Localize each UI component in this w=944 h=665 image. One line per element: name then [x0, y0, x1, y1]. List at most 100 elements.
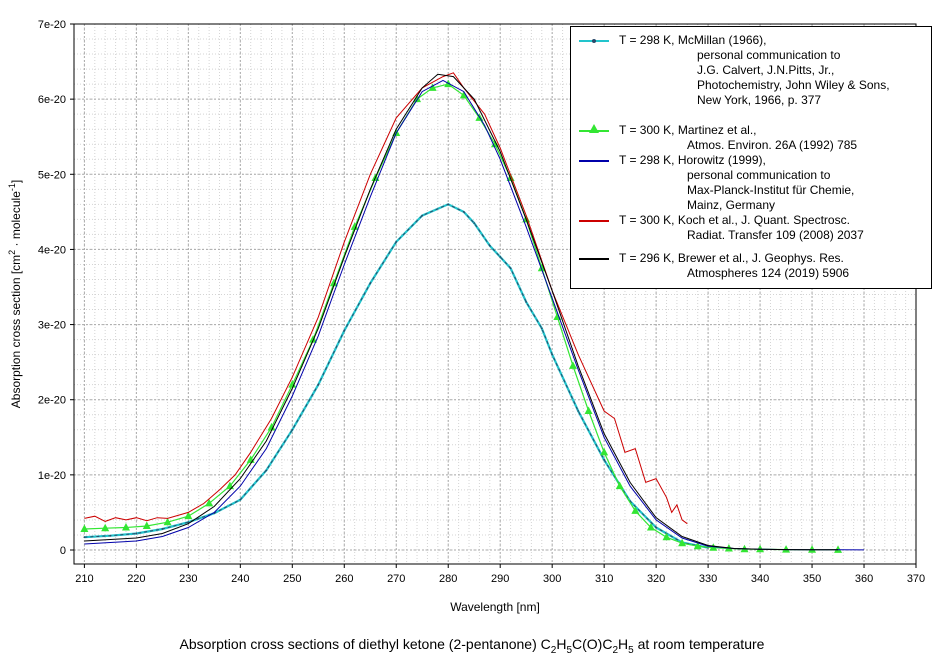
legend-label-line: T = 296 K, Brewer et al., J. Geophys. Re…	[619, 251, 844, 265]
data-point-mcmillan	[603, 458, 606, 461]
y-tick-label: 5e-20	[38, 169, 66, 181]
x-tick-label: 210	[75, 573, 93, 585]
data-point-mcmillan	[291, 428, 294, 431]
data-point-martinez	[428, 83, 437, 91]
x-tick-label: 270	[387, 573, 405, 585]
legend: T = 298 K, McMillan (1966), personal comm…	[570, 26, 932, 289]
data-point-mcmillan	[447, 203, 450, 206]
data-point-martinez	[350, 222, 359, 230]
dot-marker-icon	[592, 39, 596, 43]
legend-label-line: Photochemistry, John Wiley & Sons,	[697, 78, 890, 92]
data-point-mcmillan	[395, 241, 398, 243]
data-point-mcmillan	[83, 536, 86, 539]
data-point-mcmillan	[343, 329, 346, 332]
data-point-martinez	[101, 523, 110, 532]
data-point-martinez	[568, 361, 577, 369]
y-tick-label: 2e-20	[38, 395, 66, 407]
x-tick-label: 310	[595, 573, 613, 585]
data-point-mcmillan	[135, 532, 138, 535]
legend-label-line: Radiat. Transfer 109 (2008) 2037	[687, 228, 864, 242]
data-point-martinez	[142, 521, 151, 529]
data-point-martinez	[267, 423, 276, 431]
data-point-mcmillan	[488, 244, 491, 247]
data-point-martinez	[459, 90, 468, 99]
data-point-martinez	[808, 545, 817, 553]
data-point-mcmillan	[509, 267, 512, 270]
data-point-martinez	[121, 522, 130, 531]
data-point-mcmillan	[655, 526, 658, 529]
chart-title: Absorption cross sections of diethyl ket…	[179, 636, 765, 656]
x-tick-label: 350	[803, 573, 821, 585]
data-point-martinez	[600, 447, 609, 456]
legend-label-line: J.G. Calvert, J.N.Pitts, Jr.,	[697, 63, 835, 77]
legend-label-line: T = 298 K, Horowitz (1999),	[619, 153, 766, 167]
legend-label-line: Atmos. Environ. 26A (1992) 785	[687, 138, 858, 152]
data-point-martinez	[184, 511, 193, 520]
legend-label-line: Max-Planck-Institut für Chemie,	[687, 183, 855, 197]
data-point-mcmillan	[421, 214, 424, 217]
data-point-mcmillan	[551, 353, 554, 356]
data-point-martinez	[631, 506, 640, 514]
x-tick-label: 240	[231, 573, 249, 585]
data-point-martinez	[693, 541, 702, 550]
series-layer	[80, 72, 865, 553]
data-point-martinez	[309, 335, 318, 343]
y-tick-label: 3e-20	[38, 320, 66, 332]
legend-label-line: Atmospheres 124 (2019) 5906	[687, 266, 850, 280]
data-point-mcmillan	[499, 256, 502, 258]
x-tick-label: 320	[647, 573, 665, 585]
x-tick-label: 340	[751, 573, 769, 585]
legend-label-line: New York, 1966, p. 377	[697, 93, 822, 107]
y-tick-label: 4e-20	[38, 244, 66, 256]
series-line-brewer	[84, 73, 838, 551]
y-tick-label: 1e-20	[38, 470, 66, 482]
data-point-martinez	[413, 94, 422, 103]
data-point-mcmillan	[109, 534, 112, 537]
data-point-martinez	[678, 538, 687, 547]
x-tick-label: 330	[699, 573, 717, 585]
data-point-mcmillan	[369, 282, 372, 285]
data-point-martinez	[615, 481, 624, 490]
legend-label: T = 298 K, McMillan (1966), personal comm…	[619, 33, 890, 108]
data-point-mcmillan	[265, 469, 268, 472]
series-line-koch	[84, 72, 688, 525]
data-point-martinez	[662, 532, 671, 541]
data-point-mcmillan	[525, 301, 528, 303]
data-point-mcmillan	[161, 528, 164, 530]
x-tick-label: 290	[491, 573, 509, 585]
data-point-martinez	[782, 545, 791, 553]
x-tick-label: 250	[283, 573, 301, 585]
data-point-martinez	[646, 522, 655, 531]
legend-swatch	[579, 220, 609, 222]
data-point-martinez	[205, 498, 214, 507]
legend-label: T = 296 K, Brewer et al., J. Geophys. Re…	[619, 251, 849, 281]
x-tick-label: 300	[543, 573, 561, 585]
axis-ticks: 210 220 230 240 250 260 270 280 290 300 310 320 330 3…	[38, 19, 925, 585]
legend-label: T = 298 K, Horowitz (1999), personal comm…	[619, 153, 854, 213]
data-point-martinez	[537, 263, 546, 272]
legend-label-line: personal communication to	[697, 48, 841, 62]
x-tick-label: 280	[439, 573, 457, 585]
legend-label-line: T = 298 K, McMillan (1966),	[619, 33, 767, 47]
x-tick-label: 230	[179, 573, 197, 585]
legend-label: T = 300 K, Koch et al., J. Quant. Spectr…	[619, 213, 864, 243]
legend-label-line: T = 300 K, Koch et al., J. Quant. Spectr…	[619, 213, 850, 227]
y-tick-label: 0	[60, 545, 66, 557]
data-point-martinez	[329, 278, 338, 287]
legend-swatch	[579, 160, 609, 162]
data-point-mcmillan	[187, 521, 190, 524]
x-tick-label: 370	[907, 573, 925, 585]
triangle-marker-icon	[589, 124, 599, 133]
x-tick-label: 260	[335, 573, 353, 585]
y-tick-label: 6e-20	[38, 94, 66, 106]
x-tick-label: 360	[855, 573, 873, 585]
data-point-martinez	[163, 517, 172, 526]
data-point-mcmillan	[577, 410, 580, 412]
x-axis-label: Wavelength [nm]	[450, 600, 540, 614]
data-point-mcmillan	[473, 222, 476, 225]
plot-area	[73, 23, 917, 565]
data-point-mcmillan	[317, 383, 320, 386]
data-point-mcmillan	[540, 327, 543, 330]
data-point-mcmillan	[239, 498, 242, 501]
